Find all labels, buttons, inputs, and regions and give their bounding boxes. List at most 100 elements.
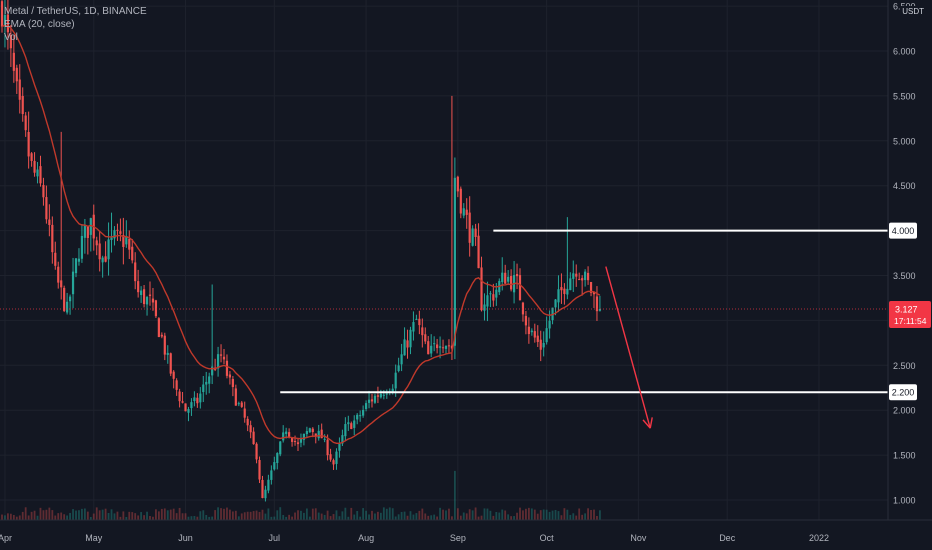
volume-bar bbox=[436, 516, 439, 520]
volume-bar bbox=[21, 511, 24, 520]
candle-body bbox=[60, 280, 63, 288]
volume-bar bbox=[584, 513, 587, 520]
candle-body bbox=[243, 408, 246, 418]
volume-bar bbox=[252, 511, 255, 520]
volume-bar bbox=[527, 507, 530, 520]
volume-bar bbox=[155, 509, 157, 520]
volume-bar bbox=[166, 510, 169, 520]
volume-bar bbox=[95, 507, 98, 520]
volume-bar bbox=[193, 516, 196, 520]
x-tick-label: Dec bbox=[719, 533, 736, 543]
volume-bar bbox=[371, 510, 373, 520]
volume-bar bbox=[157, 511, 160, 520]
candle-body bbox=[364, 403, 368, 409]
volume-bar bbox=[530, 508, 533, 520]
candle-body bbox=[45, 197, 48, 220]
candle-body bbox=[335, 451, 338, 464]
volume-bar bbox=[202, 510, 205, 520]
last-price-label: 3.127 bbox=[895, 304, 918, 314]
candle-body bbox=[142, 289, 146, 305]
volume-bar bbox=[223, 508, 225, 520]
candle-body bbox=[267, 479, 270, 491]
volume-bar bbox=[294, 512, 296, 520]
candle-body bbox=[95, 240, 98, 246]
candle-body bbox=[492, 294, 495, 301]
candle-body bbox=[406, 340, 409, 348]
y-tick-label: 3.500 bbox=[893, 271, 916, 281]
volume-bar bbox=[214, 510, 217, 520]
y-tick-label: 1.000 bbox=[893, 496, 916, 506]
candle-body bbox=[471, 228, 474, 246]
candle-body bbox=[51, 224, 54, 253]
currency-label: USDT bbox=[900, 6, 926, 17]
volume-bar bbox=[489, 510, 492, 520]
volume-bar bbox=[359, 516, 362, 520]
candle-body bbox=[515, 274, 519, 277]
candle-body bbox=[157, 318, 160, 338]
volume-bar bbox=[471, 510, 474, 520]
level-tag-4-000 bbox=[889, 222, 917, 239]
volume-bar bbox=[72, 509, 74, 520]
volume-bar bbox=[160, 508, 163, 520]
candle-body bbox=[219, 354, 223, 356]
volume-bar bbox=[593, 509, 595, 520]
volume-bar bbox=[445, 510, 447, 520]
volume-bar bbox=[430, 515, 433, 520]
volume-bar bbox=[516, 512, 518, 520]
candle-body bbox=[542, 342, 545, 348]
x-tick-label: Jun bbox=[178, 533, 193, 543]
candle-body bbox=[137, 281, 140, 293]
candle-body bbox=[533, 331, 536, 338]
candle-body bbox=[299, 438, 303, 443]
candle-body bbox=[71, 271, 75, 295]
candle-body bbox=[409, 329, 412, 348]
time-axis-panel bbox=[0, 520, 932, 550]
volume-bar bbox=[27, 515, 30, 520]
candle-body bbox=[246, 418, 249, 426]
candle-body bbox=[290, 437, 294, 442]
volume-bar bbox=[548, 511, 551, 520]
volume-bar bbox=[146, 511, 148, 520]
volume-bar bbox=[270, 516, 273, 520]
candle-body bbox=[125, 236, 128, 245]
volume-bar bbox=[149, 515, 151, 520]
volume-bar bbox=[75, 510, 77, 520]
volume-bar bbox=[18, 515, 21, 520]
volume-bar bbox=[427, 515, 430, 520]
candle-body bbox=[477, 235, 480, 269]
candle-body bbox=[370, 399, 374, 402]
annotation-arrow-shaft bbox=[605, 266, 651, 429]
candle-body bbox=[116, 229, 119, 231]
candle-body bbox=[24, 115, 27, 131]
volume-bar bbox=[421, 508, 424, 520]
volume-bar bbox=[119, 516, 122, 520]
volume-bar bbox=[507, 514, 510, 520]
volume-bar bbox=[81, 508, 83, 520]
volume-bar bbox=[501, 509, 504, 520]
candle-body bbox=[421, 327, 424, 336]
candle-body bbox=[208, 376, 211, 384]
volume-bar bbox=[498, 512, 501, 520]
volume-bar bbox=[267, 508, 270, 520]
volume-bar bbox=[368, 514, 370, 520]
volume-bar bbox=[246, 511, 249, 520]
candle-body bbox=[169, 353, 172, 374]
volume-bar bbox=[575, 515, 578, 520]
candle-body bbox=[240, 402, 243, 407]
volume-bar bbox=[240, 513, 243, 520]
volume-bar bbox=[374, 513, 376, 520]
candle-body bbox=[347, 422, 350, 425]
candle-body bbox=[329, 454, 332, 460]
volume-bar bbox=[486, 508, 489, 520]
volume-bar bbox=[504, 510, 507, 520]
volume-bar bbox=[350, 507, 353, 520]
volume-bar bbox=[285, 516, 288, 520]
volume-bar bbox=[297, 510, 299, 520]
level-tag-label: 2.200 bbox=[892, 388, 915, 398]
volume-bar bbox=[587, 508, 589, 520]
volume-bar bbox=[483, 508, 486, 520]
candle-body bbox=[63, 287, 66, 311]
candle-body bbox=[418, 318, 421, 326]
candle-body bbox=[110, 237, 113, 240]
